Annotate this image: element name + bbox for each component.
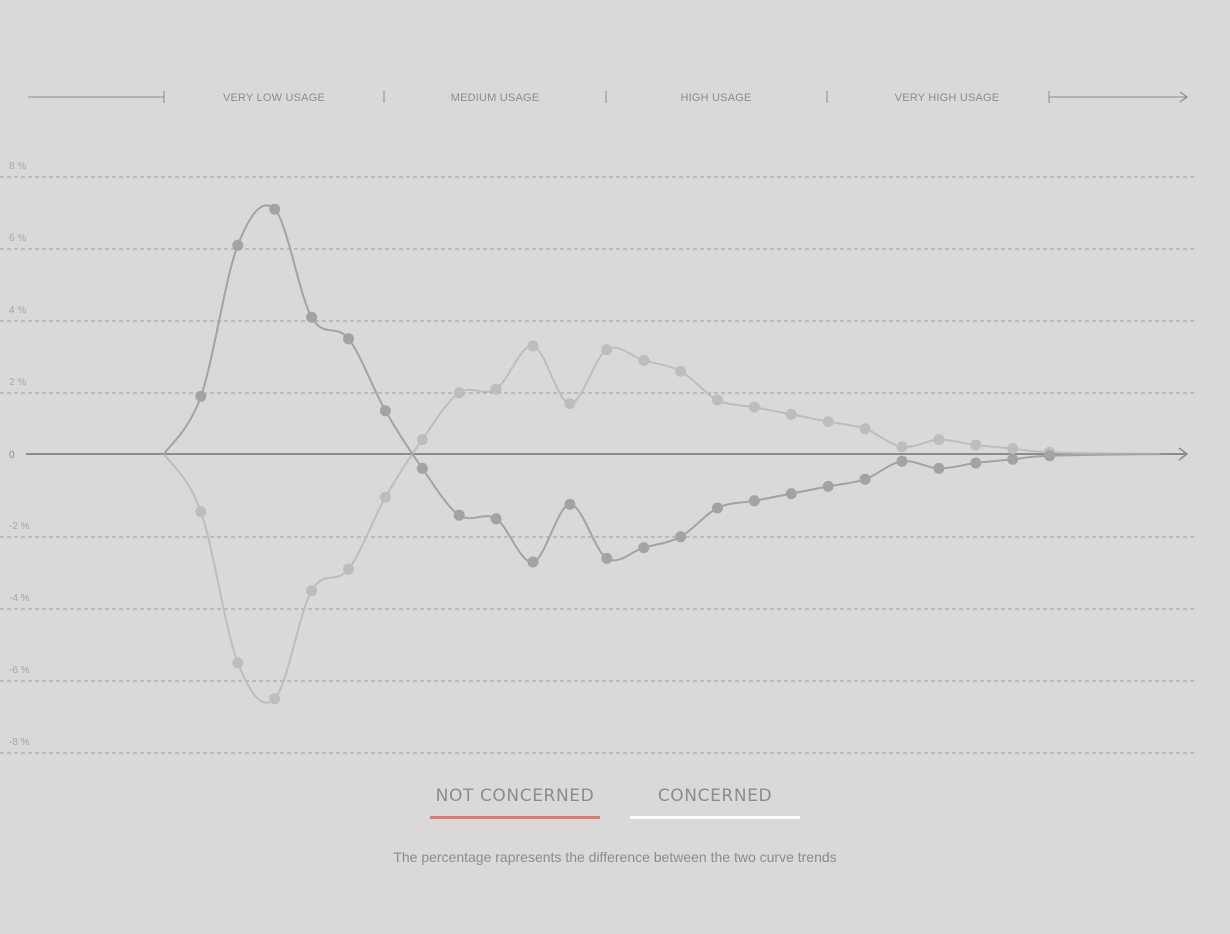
band-label-very-low: VERY LOW USAGE xyxy=(223,92,325,104)
data-point xyxy=(785,408,797,420)
data-point xyxy=(527,340,539,352)
data-point xyxy=(490,383,502,395)
y-tick-label: 4 % xyxy=(9,305,26,316)
data-point xyxy=(748,401,760,413)
y-tick-label: -8 % xyxy=(9,737,30,748)
data-point xyxy=(970,457,982,469)
series-line xyxy=(163,204,1161,563)
data-point xyxy=(675,365,687,377)
y-tick-label: -4 % xyxy=(9,593,30,604)
y-tick-label: 0 xyxy=(9,450,15,461)
data-point xyxy=(1007,443,1019,455)
legend-tab-concerned[interactable]: CONCERNED xyxy=(630,786,800,819)
band-axis-arrow-icon xyxy=(1179,91,1189,103)
data-point xyxy=(896,455,908,467)
data-point xyxy=(675,531,687,543)
data-point xyxy=(859,423,871,435)
data-point xyxy=(822,480,834,492)
band-label-high: HIGH USAGE xyxy=(680,92,751,104)
y-tick-label: 6 % xyxy=(9,233,26,244)
series-line xyxy=(163,345,1161,704)
data-point xyxy=(785,488,797,500)
data-point xyxy=(564,498,576,510)
data-point xyxy=(490,513,502,525)
legend: NOT CONCERNED CONCERNED xyxy=(0,786,1230,819)
data-point xyxy=(601,552,613,564)
y-tick-label: 2 % xyxy=(9,377,26,388)
data-point xyxy=(269,693,281,705)
data-point xyxy=(195,390,207,402)
data-point xyxy=(564,398,576,410)
chart-series xyxy=(163,203,1161,705)
legend-tab-not-concerned[interactable]: NOT CONCERNED xyxy=(430,786,600,819)
data-point xyxy=(379,491,391,503)
band-label-medium: MEDIUM USAGE xyxy=(451,92,540,104)
data-point xyxy=(453,509,465,521)
y-tick-label: 8 % xyxy=(9,161,26,172)
data-point xyxy=(416,434,428,446)
data-point xyxy=(712,502,723,514)
data-point xyxy=(453,387,465,399)
series-0 xyxy=(163,203,1161,568)
y-tick-label: -6 % xyxy=(9,665,30,676)
data-point xyxy=(933,462,945,474)
data-point xyxy=(269,203,281,215)
y-tick-label: -2 % xyxy=(9,521,30,532)
data-point xyxy=(748,495,760,507)
data-point xyxy=(306,585,318,597)
zero-axis xyxy=(26,447,1189,461)
data-point xyxy=(232,239,244,251)
data-point xyxy=(712,394,723,406)
data-point xyxy=(195,506,207,518)
data-point xyxy=(638,354,650,366)
series-1 xyxy=(163,340,1161,705)
data-point xyxy=(416,462,428,474)
chart-caption: The percentage rapresents the difference… xyxy=(393,849,837,865)
data-point xyxy=(638,542,650,554)
data-point xyxy=(933,434,945,446)
data-point xyxy=(379,405,391,417)
chart-grid: 8 % 6 % 4 % 2 % 0 -2 % -4 % -6 % -8 % xyxy=(0,161,1196,754)
data-point xyxy=(822,416,834,428)
data-point xyxy=(1044,450,1056,462)
usage-band-header: VERY LOW USAGE MEDIUM USAGE HIGH USAGE V… xyxy=(28,91,1189,104)
data-point xyxy=(343,563,354,575)
data-point xyxy=(527,556,539,568)
data-point xyxy=(859,473,871,485)
data-point xyxy=(1007,453,1019,465)
data-point xyxy=(896,441,908,453)
data-point xyxy=(232,657,244,669)
data-point xyxy=(970,439,982,451)
data-point xyxy=(306,311,318,323)
band-label-very-high: VERY HIGH USAGE xyxy=(895,92,1000,104)
data-point xyxy=(343,333,354,345)
x-axis-arrow-icon xyxy=(1178,447,1189,461)
data-point xyxy=(601,344,613,356)
